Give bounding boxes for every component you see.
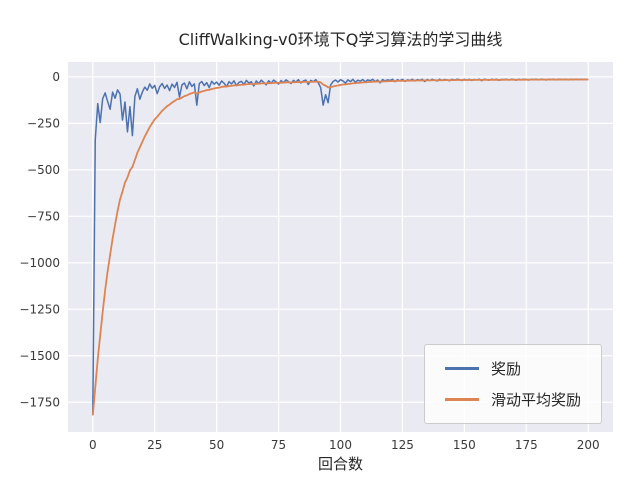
x-tick-label: 175	[515, 438, 538, 452]
y-tick-label: −500	[27, 163, 60, 177]
x-tick-label: 200	[577, 438, 600, 452]
legend-item-moving-average: 滑动平均奖励	[444, 389, 581, 410]
x-tick-label: 0	[89, 438, 97, 452]
legend-item-reward: 奖励	[444, 358, 581, 379]
y-tick-label: −1000	[19, 256, 60, 270]
x-tick-label: 50	[209, 438, 224, 452]
reward-line-swatch	[444, 367, 479, 370]
x-tick-label: 150	[453, 438, 476, 452]
x-axis-label: 回合数	[317, 455, 363, 473]
x-tick-label: 75	[271, 438, 286, 452]
y-tick-label: −250	[27, 116, 60, 130]
y-tick-label: −750	[27, 209, 60, 223]
moving-average-line	[91, 78, 589, 416]
legend: 奖励 滑动平均奖励	[423, 344, 602, 424]
y-tick-labels: 0 −250 −500 −750 −1000 −1250 −1500 −1750	[19, 70, 60, 409]
x-tick-labels: 0 25 50 75 100 125 150 175 200	[89, 438, 600, 452]
x-tick-label: 25	[147, 438, 162, 452]
chart-title: CliffWalking-v0环境下Q学习算法的学习曲线	[178, 30, 503, 49]
y-tick-label: −1250	[19, 302, 60, 316]
legend-label-reward: 奖励	[490, 360, 521, 378]
x-tick-label: 100	[329, 438, 352, 452]
moving-average-line-swatch	[444, 398, 479, 401]
gridlines	[68, 62, 613, 432]
y-tick-label: 0	[52, 70, 60, 84]
y-tick-label: −1750	[19, 395, 60, 409]
y-tick-label: −1500	[19, 349, 60, 363]
x-tick-label: 125	[391, 438, 414, 452]
legend-label-moving-average: 滑动平均奖励	[490, 391, 581, 409]
